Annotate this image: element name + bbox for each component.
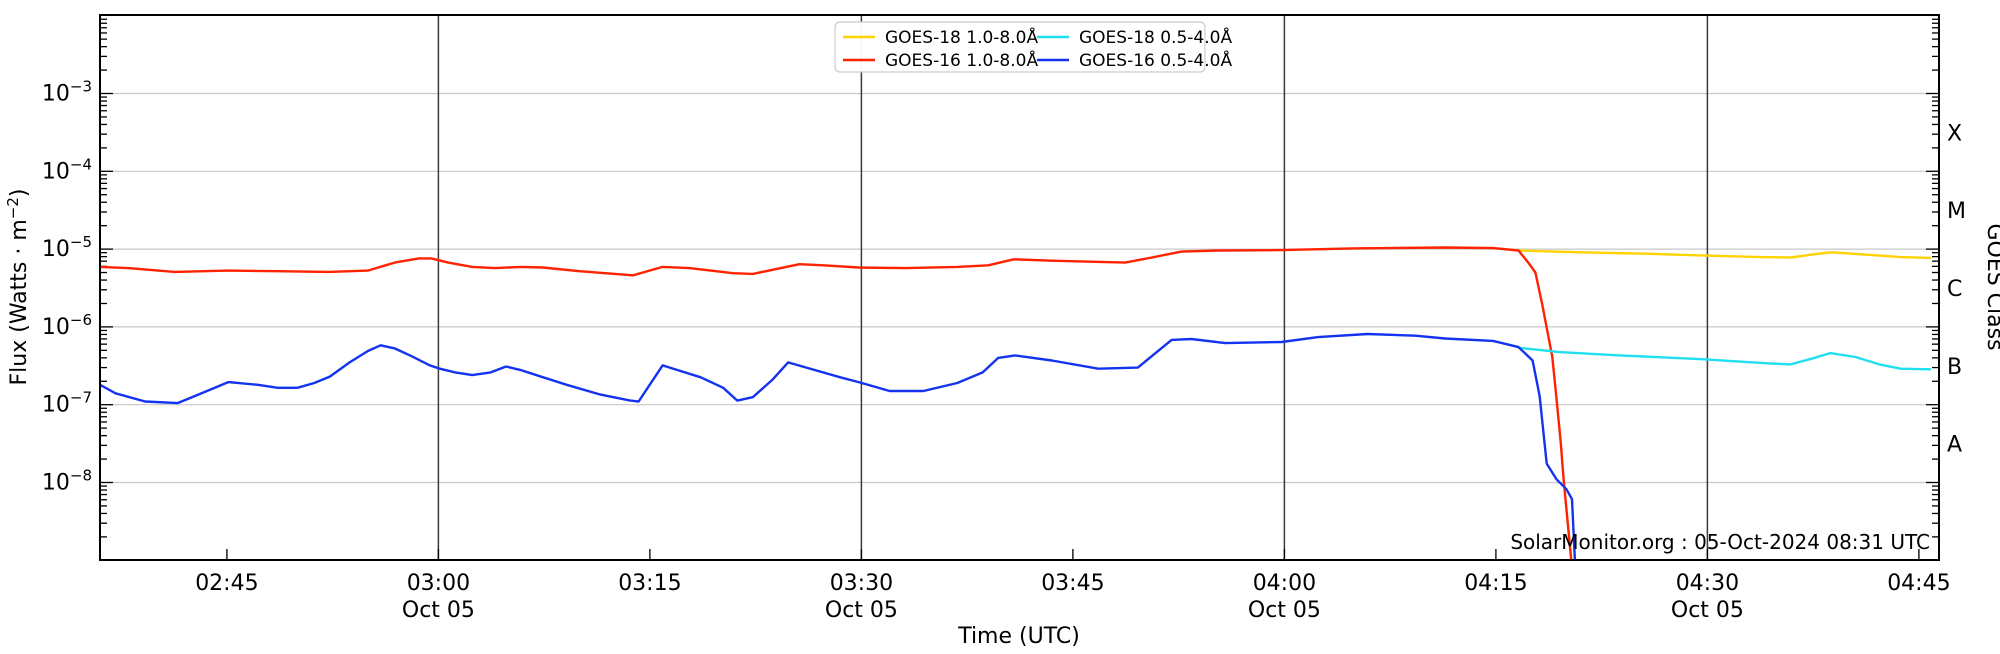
x-tick-date-label: Oct 05 (1671, 598, 1744, 623)
legend-box (834, 21, 1206, 73)
goes-class-letter: B (1947, 355, 1962, 380)
x-tick-label: 03:15 (618, 571, 681, 596)
y-tick-label: 10−3 (42, 78, 92, 107)
y-tick-label: 10−6 (42, 311, 92, 340)
legend-label-goes16-short: GOES-16 0.5-4.0Å (1079, 49, 1232, 71)
goes-class-letter: X (1947, 121, 1962, 146)
legend-label-goes18-long: GOES-18 1.0-8.0Å (885, 26, 1038, 48)
axis-ticks (100, 18, 1939, 560)
x-tick-label: 04:00 (1253, 571, 1316, 596)
goes-class-letter: M (1947, 199, 1966, 224)
y-tick-label: 10−4 (42, 155, 92, 184)
x-tick-label: 03:30 (830, 571, 893, 596)
legend-label-goes16-long: GOES-16 1.0-8.0Å (885, 49, 1038, 71)
y-axis-title: Flux (Watts · m−2) (4, 189, 32, 386)
x-tick-label: 04:45 (1887, 571, 1950, 596)
x-tick-date-label: Oct 05 (1248, 598, 1321, 623)
y-axis-title-sup: −2 (4, 197, 22, 219)
plot-frame (99, 14, 1940, 561)
date-lines (437, 15, 1709, 560)
series-goes16-short (100, 332, 1577, 560)
y-tick-labels: 10−3 10−4 10−5 10−6 10−7 10−8 (42, 78, 92, 496)
series-goes18-long (1517, 249, 1932, 260)
gridlines (100, 92, 1939, 484)
series-goes18-short (1517, 346, 1932, 371)
x-tick-label: 03:00 (407, 571, 470, 596)
x-tick-label: 03:45 (1041, 571, 1104, 596)
y-axis-title-close: ) (7, 189, 32, 198)
data-series (100, 246, 1932, 560)
goes-class-labels: X M C B A (1947, 121, 1966, 457)
x-tick-date-label: Oct 05 (825, 598, 898, 623)
plot-border (99, 14, 1940, 561)
y-axis-title-text: Flux (Watts · m (7, 219, 32, 385)
y-tick-label: 10−5 (42, 233, 92, 262)
x-tick-label: 02:45 (195, 571, 258, 596)
y-tick-label: 10−7 (42, 389, 92, 418)
goes-class-letter: C (1947, 277, 1962, 302)
legend-label-goes18-short: GOES-18 0.5-4.0Å (1079, 26, 1232, 48)
watermark: SolarMonitor.org : 05-Oct-2024 08:31 UTC (1510, 530, 1930, 554)
x-tick-label: 04:30 (1676, 571, 1739, 596)
x-tick-label: 04:15 (1464, 571, 1527, 596)
series-goes16-long (100, 246, 1573, 560)
x-tick-date-label: Oct 05 (402, 598, 475, 623)
y-tick-label: 10−8 (42, 467, 92, 496)
right-axis-title: GOES Class (1982, 223, 2000, 350)
goes-class-letter: A (1947, 433, 1962, 458)
x-axis-title: Time (UTC) (957, 624, 1080, 649)
